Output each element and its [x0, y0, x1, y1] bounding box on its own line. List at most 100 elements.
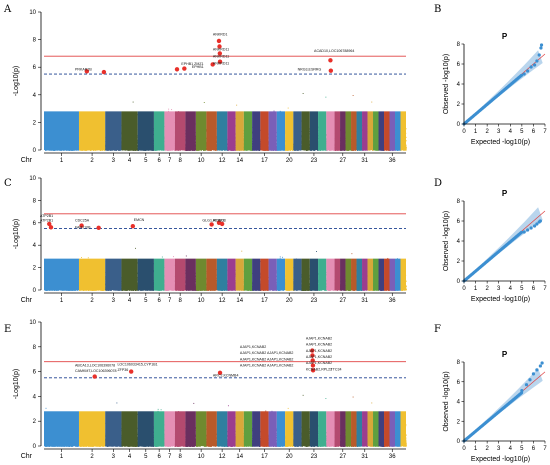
- snp-point: [57, 149, 59, 151]
- chromosome-7-points: [164, 108, 176, 151]
- snp-point: [155, 149, 157, 151]
- snp-point: [84, 149, 86, 151]
- panel-letter-a: A: [3, 4, 12, 15]
- chromosome-2-base: [78, 111, 106, 150]
- snp-point: [197, 149, 199, 151]
- snp-point: [54, 149, 56, 151]
- panel-letter-e: E: [4, 324, 11, 335]
- snp-point: [203, 102, 205, 103]
- snp-point: [79, 149, 80, 151]
- chromosome-9-points: [185, 111, 197, 151]
- snp-point: [171, 109, 173, 111]
- snp-point: [90, 149, 92, 151]
- panel-letter-c: C: [4, 178, 12, 189]
- snp-point: [168, 108, 170, 110]
- snp-point: [66, 149, 68, 151]
- snp-point: [201, 149, 202, 151]
- panel-letter-f: F: [434, 324, 441, 335]
- snp-point: [163, 149, 165, 151]
- snp-point: [144, 149, 146, 151]
- snp-point: [150, 149, 152, 151]
- snp-point: [143, 149, 145, 151]
- snp-point: [80, 149, 82, 151]
- snp-point: [81, 149, 83, 151]
- panel-letter-b: B: [434, 4, 441, 15]
- snp-point: [118, 149, 119, 151]
- snp-point: [146, 149, 148, 151]
- snp-point: [57, 149, 59, 151]
- chromosome-3-base: [105, 111, 122, 150]
- chromosome-5-points: [137, 111, 155, 151]
- snp-point: [76, 149, 77, 151]
- snp-point: [85, 149, 87, 151]
- snp-point: [120, 149, 122, 151]
- snp-point: [64, 149, 66, 151]
- snp-point: [76, 149, 78, 151]
- chromosome-9-base: [185, 111, 196, 150]
- snp-point: [114, 149, 116, 151]
- snp-point: [87, 149, 89, 151]
- snp-point: [93, 149, 95, 151]
- panel-letter-d: D: [434, 178, 442, 189]
- snp-points: [44, 93, 407, 151]
- snp-point: [115, 149, 117, 151]
- chromosome-7-base: [164, 111, 175, 150]
- snp-point: [118, 149, 120, 151]
- snp-point: [61, 149, 63, 151]
- snp-point: [102, 149, 104, 151]
- snp-point: [114, 149, 116, 151]
- snp-point: [86, 149, 88, 151]
- chromosome-6-points: [153, 111, 166, 151]
- chromosome-8-base: [174, 111, 186, 150]
- chromosome-4-base: [121, 111, 138, 150]
- snp-point: [89, 149, 91, 151]
- snp-point: [112, 149, 113, 151]
- snp-point: [209, 149, 211, 151]
- snp-point: [63, 149, 65, 151]
- chromosome-10-points: [195, 102, 208, 151]
- chromosome-6-base: [153, 111, 165, 150]
- chromosome-3-points: [105, 111, 123, 151]
- snp-point: [101, 149, 103, 151]
- snp-point: [103, 149, 105, 151]
- snp-point: [203, 149, 205, 151]
- snp-point: [77, 149, 79, 151]
- snp-point: [109, 149, 111, 151]
- snp-point: [71, 149, 73, 151]
- snp-point: [68, 149, 70, 151]
- snp-point: [56, 149, 57, 151]
- snp-point: [52, 149, 54, 151]
- snp-point: [92, 149, 94, 151]
- snp-point: [50, 149, 52, 151]
- snp-point: [108, 149, 110, 151]
- chromosome-1-base: [44, 111, 79, 150]
- snp-point: [49, 149, 51, 151]
- snp-point: [120, 149, 121, 151]
- snp-point: [109, 149, 111, 151]
- snp-point: [59, 149, 61, 151]
- chromosome-1-points: [44, 111, 80, 151]
- snp-point: [51, 149, 53, 151]
- snp-point: [83, 149, 85, 151]
- snp-point: [95, 149, 97, 151]
- snp-point: [70, 149, 72, 151]
- chromosome-5-base: [137, 111, 154, 150]
- chromosome-2-points: [78, 111, 107, 151]
- chromosome-11-points: [206, 111, 218, 151]
- snp-point: [59, 149, 61, 151]
- snp-point: [90, 149, 92, 151]
- snp-point: [132, 101, 134, 103]
- snp-point: [176, 149, 178, 151]
- snp-point: [64, 149, 65, 151]
- snp-point: [99, 149, 101, 151]
- snp-point: [67, 149, 69, 151]
- snp-point: [95, 149, 97, 151]
- chromosome-11-base: [206, 111, 217, 150]
- snp-point: [69, 149, 71, 151]
- chromosome-12-points: [216, 111, 229, 151]
- snp-point: [107, 149, 108, 151]
- snp-point: [72, 149, 74, 151]
- snp-point: [169, 149, 171, 151]
- snp-point: [52, 149, 54, 151]
